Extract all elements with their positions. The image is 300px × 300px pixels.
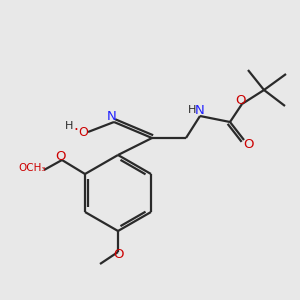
Text: O: O xyxy=(243,137,253,151)
Text: O: O xyxy=(235,94,245,106)
Text: N: N xyxy=(107,110,117,124)
Text: O: O xyxy=(113,248,123,262)
Text: OCH₃: OCH₃ xyxy=(18,163,46,173)
Text: H: H xyxy=(188,105,196,115)
Text: H: H xyxy=(65,121,73,131)
Text: .: . xyxy=(74,118,78,134)
Text: O: O xyxy=(78,125,88,139)
Text: O: O xyxy=(55,149,65,163)
Text: N: N xyxy=(195,103,205,116)
